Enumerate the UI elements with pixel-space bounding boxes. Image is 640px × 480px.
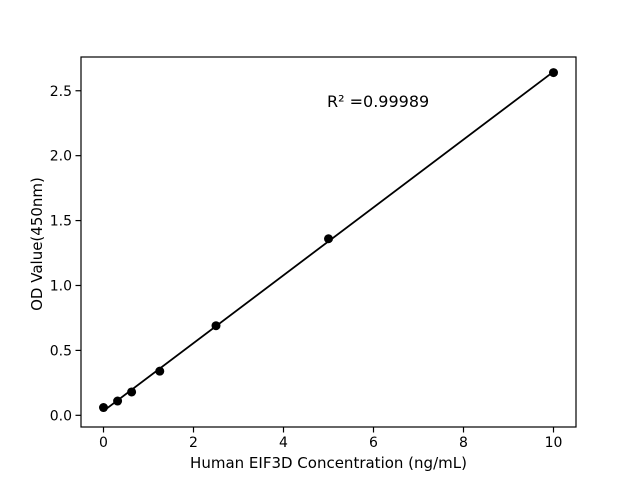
x-tick-label: 10 xyxy=(545,435,563,451)
y-axis-label: OD Value(450nm) xyxy=(28,177,46,311)
x-tick-label: 4 xyxy=(279,435,288,451)
x-tick-label: 2 xyxy=(189,435,198,451)
data-point xyxy=(211,321,221,331)
r-squared-annotation: R² =0.99989 xyxy=(327,92,430,111)
data-point xyxy=(127,387,137,397)
y-tick-label: 2.0 xyxy=(50,149,72,165)
plot-box xyxy=(80,56,577,428)
data-point xyxy=(99,403,108,413)
data-point xyxy=(155,366,165,376)
x-tick-label: 0 xyxy=(99,435,108,451)
y-tick-label: 0.5 xyxy=(50,343,72,359)
data-point xyxy=(549,68,558,78)
x-tick-label: 8 xyxy=(459,435,468,451)
x-axis-label: Human EIF3D Concentration (ng/mL) xyxy=(190,454,467,472)
data-point xyxy=(113,396,123,406)
data-point xyxy=(324,234,333,244)
y-tick-label: 1.5 xyxy=(50,214,72,230)
x-tick-label: 6 xyxy=(369,435,378,451)
y-tick-label: 2.5 xyxy=(50,84,72,100)
y-tick-label: 1.0 xyxy=(50,278,72,294)
y-tick-label: 0.0 xyxy=(50,408,72,424)
